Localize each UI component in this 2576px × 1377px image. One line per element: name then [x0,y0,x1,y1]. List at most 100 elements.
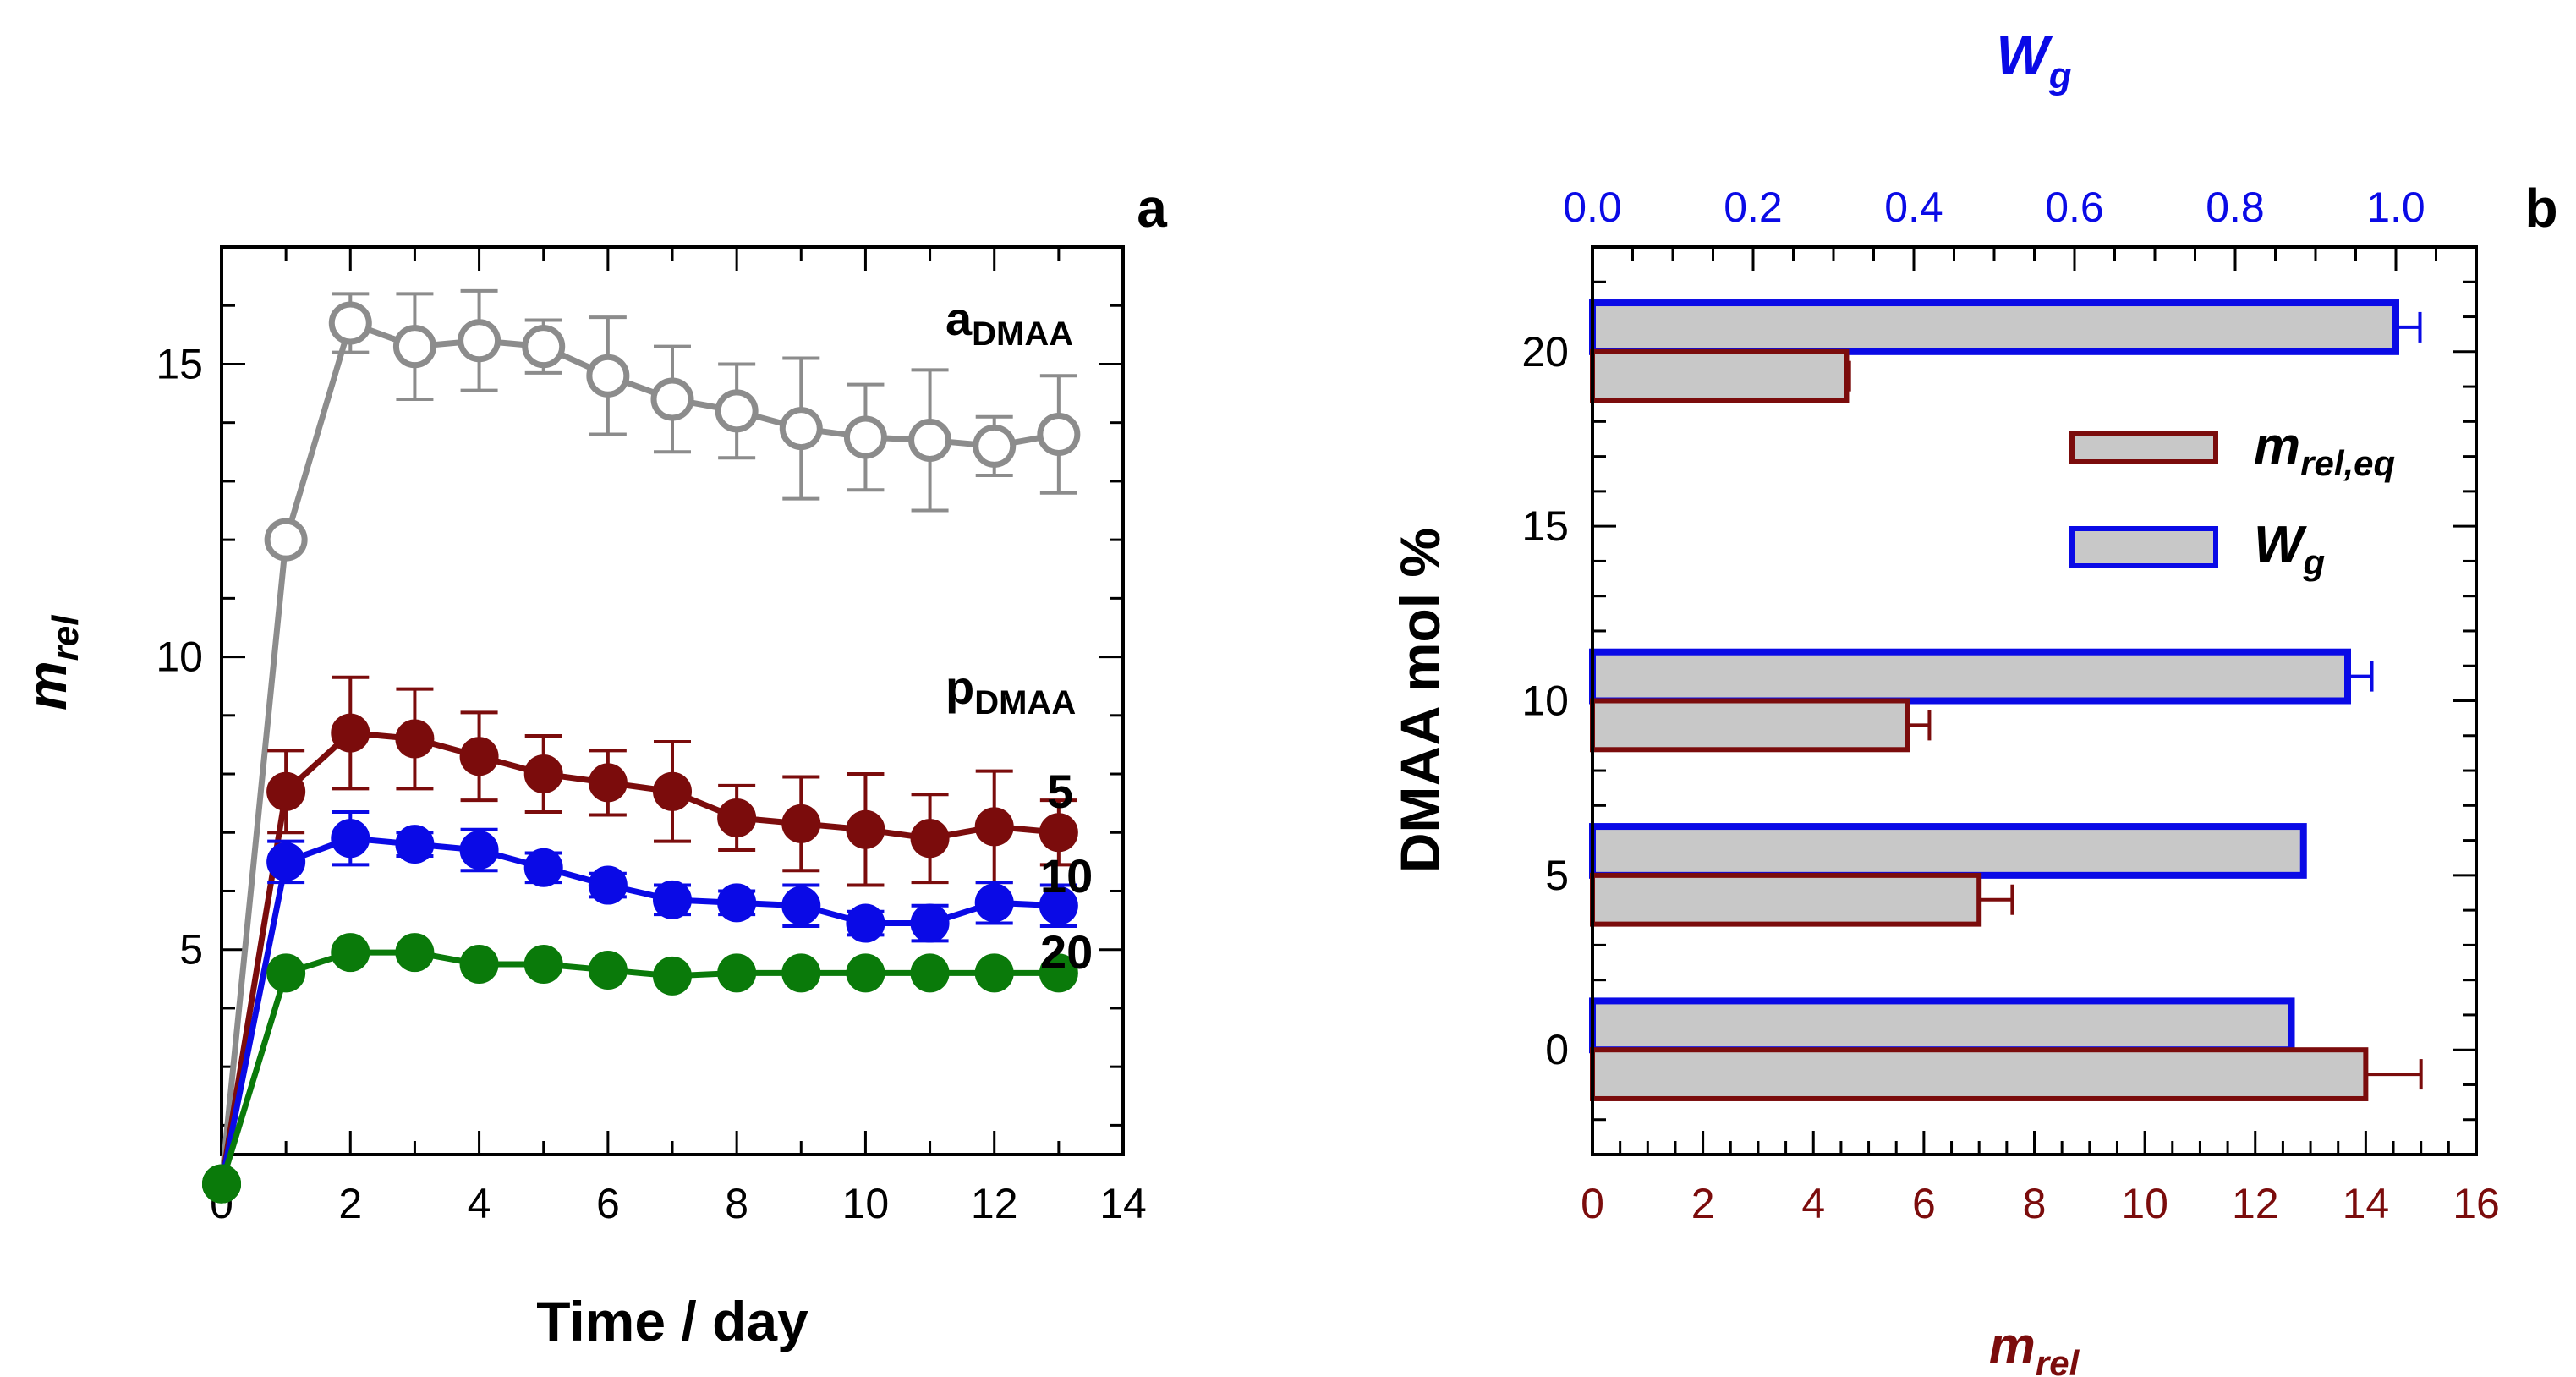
series-label-5: 5 [1047,765,1073,818]
data-point [717,883,757,923]
panel-b-ylabel: DMAA mol % [1389,528,1451,873]
data-point [588,950,628,990]
data-point [1037,413,1081,457]
series-line [218,835,1060,1185]
x-tick-label: 2 [338,1180,362,1227]
bar-mrel [1590,698,1910,753]
data-point [395,933,435,973]
data-point [973,424,1017,468]
y-tick-label: 10 [1521,678,1569,725]
top-x-tick-label: 0.6 [2045,184,2104,231]
data-point [458,319,501,363]
top-x-tick-label: 0.4 [1884,184,1943,231]
data-point [202,1164,241,1204]
data-point [459,945,499,985]
data-point [395,719,435,759]
data-point [395,825,435,864]
data-point [1039,813,1078,853]
data-point [650,377,694,421]
data-point [331,713,370,753]
bottom-x-tick-label: 8 [2023,1180,2047,1227]
data-point [523,754,563,794]
bottom-x-tick-label: 0 [1581,1180,1604,1227]
legend-label-mrel: mrel,eq [2254,417,2395,483]
panel-a-ylabel: mrel [15,615,86,710]
x-tick-label: 6 [596,1180,620,1227]
bar-mrel [1590,1047,2369,1101]
data-point [846,809,885,849]
panel-b-legend: mrel,eq Wg [2069,417,2395,582]
data-point [910,903,950,943]
data-point [266,953,306,993]
legend-swatch-mrel [2069,431,2218,464]
data-point [843,415,887,459]
panel-a-letter: a [1137,178,1167,239]
data-point [523,945,563,985]
data-point [653,880,692,919]
data-point [974,807,1014,847]
top-x-tick-label: 0.2 [1724,184,1783,231]
bottom-x-tick-label: 16 [2453,1180,2500,1227]
data-point [328,301,372,345]
data-point [908,418,952,462]
panel-b: 0 2 4 6 8 10 12 14 160.0 0.2 0.4 0.6 0.8 1.005101520 … [1389,24,2558,1377]
group-label-pDMAA: pDMAA [945,661,1076,721]
x-tick-label: 10 [842,1180,890,1227]
panel-b-letter: b [2524,178,2557,239]
data-point [781,886,821,925]
x-tick-label: 8 [725,1180,748,1227]
panel-a-frame [220,245,1125,1156]
data-point [586,354,630,398]
data-point [588,763,628,803]
data-point [588,865,628,905]
series-label-20: 20 [1040,925,1093,979]
data-point [653,956,692,996]
y-tick-label: 15 [1521,502,1569,550]
data-point [331,819,370,859]
y-tick-label: 0 [1545,1026,1569,1073]
data-point [266,842,306,881]
data-point [779,407,823,451]
bar-wg [1589,648,2351,705]
data-point [846,953,885,993]
x-tick-label: 14 [1099,1180,1147,1227]
panel-a-series [202,288,1081,1204]
data-point [717,953,757,993]
bottom-x-tick-label: 12 [2232,1180,2279,1227]
top-x-tick-label: 0.0 [1563,184,1622,231]
series-label-10: 10 [1040,849,1093,902]
panel-b-top-xlabel: Wg [1996,24,2071,96]
data-point [974,953,1014,993]
legend-swatch-wg [2069,526,2218,568]
data-point [910,953,950,993]
bottom-x-tick-label: 14 [2343,1180,2390,1227]
data-point [264,518,308,562]
data-point [653,771,692,811]
y-tick-label: 5 [1545,852,1569,899]
data-point [459,737,499,776]
data-point [715,389,759,433]
data-point [522,325,566,369]
data-point [846,903,885,943]
top-x-tick-label: 1.0 [2366,184,2425,231]
data-point [717,798,757,837]
data-point [1039,953,1078,993]
x-tick-label: 4 [468,1180,491,1227]
bar-wg [1589,823,2307,879]
bottom-x-tick-label: 10 [2121,1180,2168,1227]
legend-label-wg: Wg [2254,516,2325,582]
data-point [781,804,821,843]
y-tick-label: 15 [156,340,203,387]
data-point [974,883,1014,923]
bar-wg [1589,997,2295,1054]
bar-wg [1589,299,2399,355]
panel-b-ticks: 0 2 4 6 8 10 12 14 16 0.0 0.2 0.4 0.6 0.8 1.0 0 5 10 15 20 [1521,184,2499,1227]
y-tick-label: 10 [156,634,203,681]
panel-b-bottom-xlabel: mrel [1989,1317,2080,1377]
bottom-x-tick-label: 2 [1691,1180,1715,1227]
data-point [459,831,499,870]
x-tick-label: 12 [971,1180,1018,1227]
